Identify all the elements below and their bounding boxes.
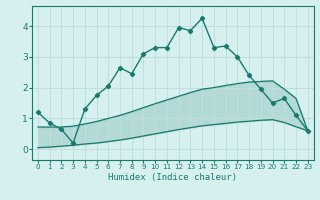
- X-axis label: Humidex (Indice chaleur): Humidex (Indice chaleur): [108, 173, 237, 182]
